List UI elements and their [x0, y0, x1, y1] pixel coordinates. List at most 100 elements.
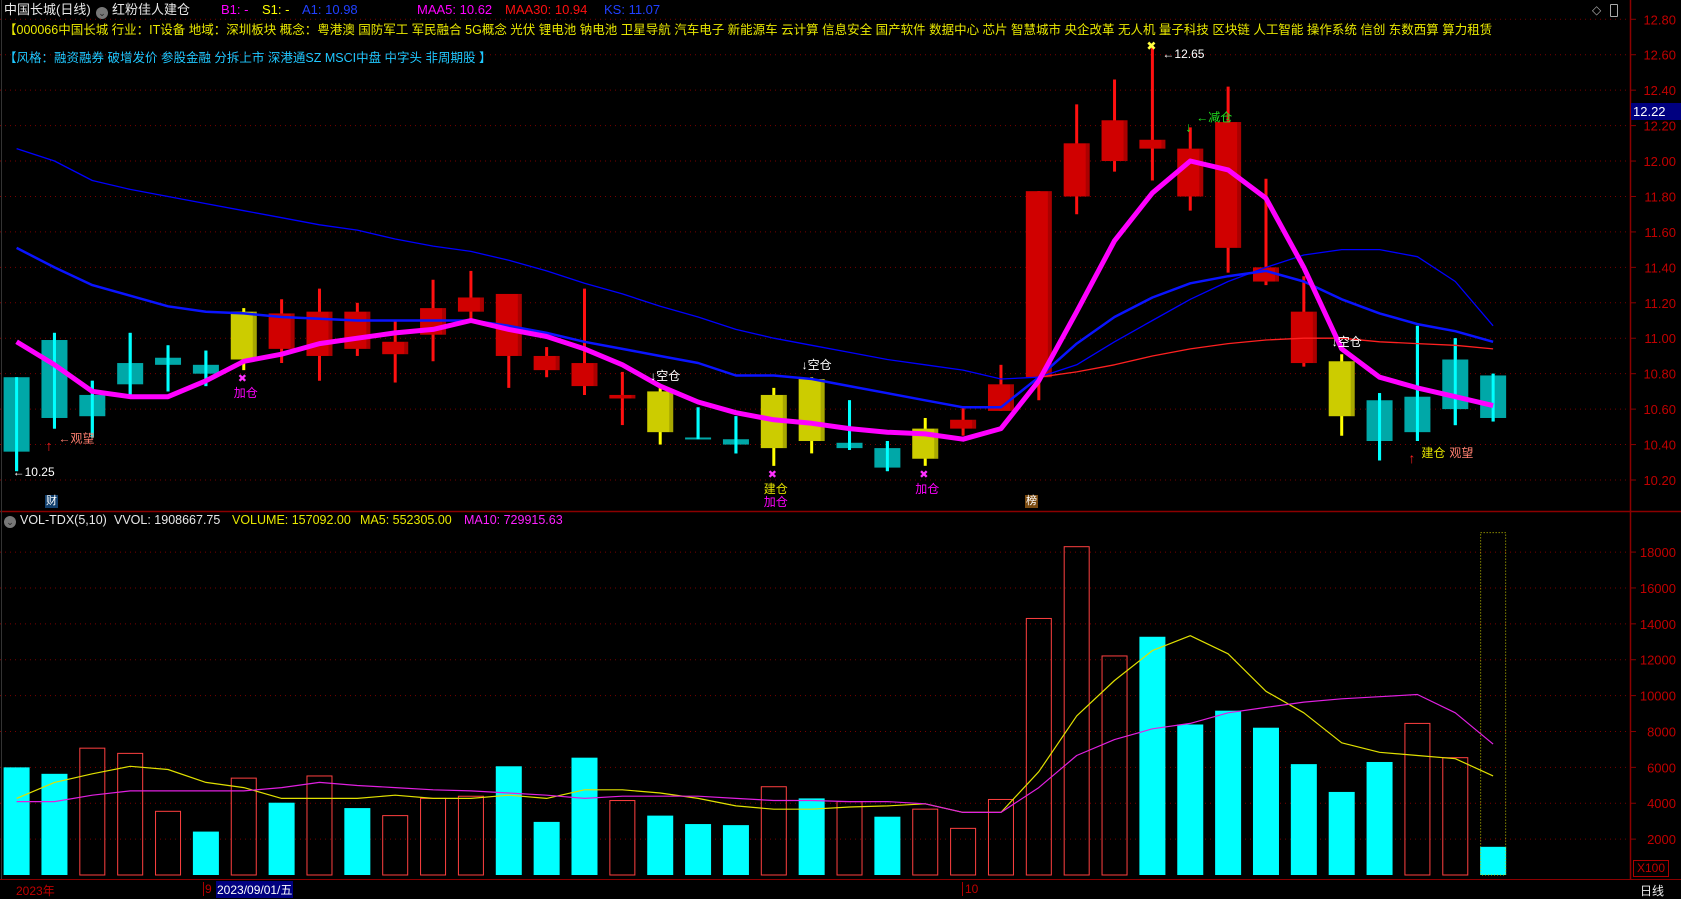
diamond-icon[interactable]: ◇ [1592, 3, 1602, 17]
candle-body[interactable] [230, 311, 257, 360]
candle-shade [290, 313, 295, 349]
volume-bar[interactable] [950, 827, 977, 876]
volume-bar[interactable] [912, 808, 939, 876]
signal-label: 观望 [1449, 446, 1473, 460]
price-axis-label: 12.00 [1643, 154, 1676, 169]
volume-bar[interactable] [382, 815, 409, 876]
candle-body[interactable] [344, 311, 371, 349]
cross-marker-icon: ✖ [768, 469, 777, 481]
volume-bar[interactable] [1025, 617, 1052, 876]
candle-body[interactable] [1063, 143, 1090, 197]
volume-bar[interactable] [1480, 846, 1507, 875]
ks-value: KS: 11.07 [604, 2, 661, 17]
chart-title: 中国长城(日线) [4, 2, 91, 17]
volume-axis-label: 6000 [1647, 760, 1676, 775]
volume-axis-label: 2000 [1647, 832, 1676, 847]
candle-shade [934, 428, 939, 459]
current-price-label: 12.22 [1631, 103, 1681, 120]
candle-shade [669, 391, 674, 433]
period-label[interactable]: 日线 [1640, 884, 1665, 898]
candle-body[interactable] [1101, 120, 1128, 162]
indicator-name[interactable]: 红粉佳人建仓 [112, 2, 191, 17]
volume-bar[interactable] [1252, 727, 1279, 875]
volume-bar[interactable] [1101, 655, 1128, 876]
volume-bar[interactable] [798, 798, 825, 875]
volume-bar[interactable] [1328, 791, 1355, 875]
candle-body[interactable] [1328, 361, 1355, 417]
selected-date[interactable]: 2023/09/01/五 [216, 881, 294, 898]
volume-bar[interactable] [760, 786, 787, 876]
rank-marker[interactable]: 榜 [1025, 495, 1038, 508]
volume-menu-icon[interactable]: ⌄ [4, 514, 16, 528]
volume-bar[interactable] [874, 816, 901, 875]
volume-bar[interactable] [722, 825, 749, 875]
candle-body[interactable] [950, 419, 977, 429]
signal-label: ↓空仓 [650, 369, 680, 383]
candle-body[interactable] [1139, 139, 1166, 149]
volume-bar[interactable] [685, 824, 712, 875]
candle-body[interactable] [1025, 191, 1052, 378]
candle-body[interactable] [533, 355, 560, 371]
volume-bar[interactable] [344, 808, 371, 875]
volume-bar[interactable] [1215, 710, 1242, 875]
stock-info-line: 【000066中国长城 行业：IT设备 地域：深圳板块 概念：粤港澳 国防军工 … [4, 23, 1493, 37]
volume-bar[interactable] [457, 795, 484, 876]
volume-bar[interactable] [571, 757, 598, 875]
volume-bar[interactable] [155, 810, 182, 876]
volume-axis-label: 4000 [1647, 796, 1676, 811]
volume-bar[interactable] [1366, 761, 1393, 875]
b1-value: B1: - [221, 2, 249, 17]
signal-label: 加仓 [234, 386, 258, 400]
candle-body[interactable] [382, 341, 409, 355]
price-axis-label: 12.60 [1643, 48, 1676, 63]
volume-bar[interactable] [41, 773, 68, 875]
candle-body[interactable] [571, 363, 598, 387]
volume-bar[interactable] [1442, 757, 1469, 876]
window-icon[interactable] [1610, 4, 1618, 17]
candle-body[interactable] [609, 394, 636, 399]
volume-ma10-line [16, 693, 1494, 814]
candle-body[interactable] [1177, 148, 1204, 197]
volume-axis-label: 12000 [1640, 653, 1676, 668]
volume-bar[interactable] [1404, 722, 1431, 876]
maa30-value: MAA30: 10.94 [505, 2, 588, 17]
volume-bar[interactable] [1063, 546, 1090, 876]
volume-bar[interactable] [420, 797, 447, 876]
volume-bar[interactable] [3, 767, 30, 875]
blue-ma-line [16, 246, 1494, 409]
candle-body[interactable] [1215, 122, 1242, 248]
volume-bar[interactable] [836, 801, 863, 876]
volume-bar[interactable] [647, 815, 674, 875]
volume-bar[interactable] [117, 752, 144, 876]
candle-body[interactable] [1290, 311, 1317, 364]
volume-bar[interactable] [609, 800, 636, 876]
volume-axis-label: 16000 [1640, 581, 1676, 596]
price-axis-label: 10.60 [1643, 402, 1676, 417]
volume-bar[interactable] [79, 747, 106, 876]
signal-label: ←观望 [58, 432, 94, 446]
volume-bar[interactable] [495, 766, 522, 875]
candle-body[interactable] [647, 391, 674, 433]
cross-marker-icon: ✖ [238, 373, 247, 385]
candle-body[interactable] [798, 378, 825, 442]
volume-bar[interactable] [1139, 636, 1166, 875]
candle-body[interactable] [268, 313, 295, 349]
indicator-menu-icon[interactable]: ⌄ [96, 3, 108, 20]
volume-bar[interactable] [230, 777, 257, 876]
volume-bar[interactable] [987, 798, 1014, 876]
maa5-line [15, 158, 1494, 442]
price-high-label: ←12.65 [1162, 47, 1204, 61]
month-label-sep: 9 [203, 882, 212, 896]
candle-body[interactable] [457, 297, 484, 312]
volume-bar[interactable] [1177, 724, 1204, 875]
finance-marker[interactable]: 财 [45, 495, 58, 508]
volume-bar[interactable] [533, 821, 560, 875]
volume-bar[interactable] [306, 775, 333, 876]
volume-bar[interactable] [192, 831, 219, 875]
candle-shade [328, 311, 333, 356]
price-low-label: ←10.25 [13, 465, 55, 479]
s1-value: S1: - [262, 2, 290, 17]
volume-bar[interactable] [268, 802, 295, 875]
volume-bar[interactable] [1290, 764, 1317, 875]
